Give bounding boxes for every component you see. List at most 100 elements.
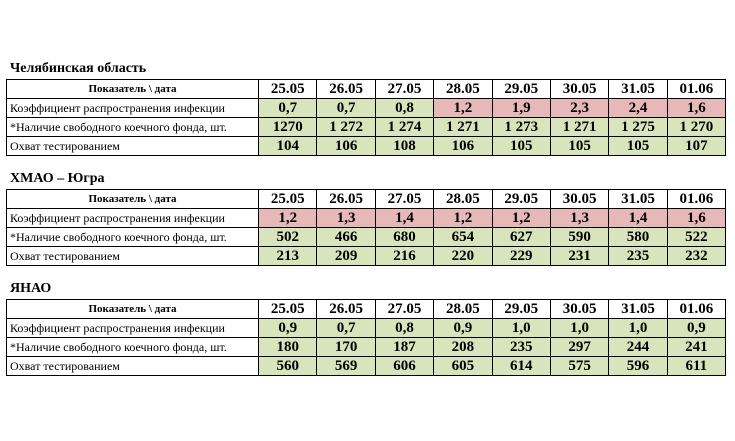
value-cell: 1 271	[549, 117, 610, 137]
value-cell: 0,8	[374, 98, 435, 118]
value-cell: 1 271	[433, 117, 493, 137]
date-cell: 26.05	[316, 299, 376, 319]
header-label-cell: Показатель \ дата	[6, 79, 259, 99]
row-label-free-beds: *Наличие свободного коечного фонда, шт.	[6, 117, 259, 137]
table-header-row: Показатель \ дата 25.05 26.05 27.05 28.0…	[6, 189, 727, 209]
date-cell: 25.05	[257, 79, 318, 99]
date-cell: 29.05	[491, 299, 551, 319]
table-header-row: Показатель \ дата 25.05 26.05 27.05 28.0…	[6, 79, 727, 99]
value-cell: 105	[549, 136, 610, 156]
date-cell: 01.06	[666, 189, 727, 209]
table-row: *Наличие свободного коечного фонда, шт. …	[6, 337, 727, 357]
value-cell: 231	[549, 246, 610, 266]
value-cell: 297	[549, 337, 610, 357]
value-cell: 627	[491, 227, 551, 247]
value-cell: 229	[491, 246, 551, 266]
date-cell: 30.05	[549, 189, 610, 209]
region-title: ЯНАО	[10, 281, 52, 296]
row-label-infection-rate: Коэффициент распространения инфекции	[6, 98, 259, 118]
value-cell: 580	[608, 227, 668, 247]
row-label-infection-rate: Коэффициент распространения инфекции	[6, 208, 259, 228]
value-cell: 1 275	[608, 117, 668, 137]
table-header-row: Показатель \ дата 25.05 26.05 27.05 28.0…	[6, 299, 727, 319]
value-cell: 1,3	[549, 208, 610, 228]
value-cell: 220	[433, 246, 493, 266]
date-cell: 27.05	[374, 79, 435, 99]
value-cell: 106	[433, 136, 493, 156]
value-cell: 560	[257, 356, 318, 376]
date-cell: 29.05	[491, 189, 551, 209]
value-cell: 569	[316, 356, 376, 376]
value-cell: 208	[433, 337, 493, 357]
value-cell: 654	[433, 227, 493, 247]
value-cell: 0,8	[374, 318, 435, 338]
date-cell: 27.05	[374, 299, 435, 319]
value-cell: 0,9	[666, 318, 727, 338]
value-cell: 1,0	[549, 318, 610, 338]
value-cell: 1 274	[374, 117, 435, 137]
value-cell: 180	[257, 337, 318, 357]
row-label-testing-coverage: Охват тестированием	[6, 356, 259, 376]
row-label-testing-coverage: Охват тестированием	[6, 246, 259, 266]
value-cell: 1270	[257, 117, 318, 137]
table-row: Коэффициент распространения инфекции 1,2…	[6, 208, 727, 228]
row-label-free-beds: *Наличие свободного коечного фонда, шт.	[6, 227, 259, 247]
date-cell: 25.05	[257, 189, 318, 209]
row-label-testing-coverage: Охват тестированием	[6, 136, 259, 156]
value-cell: 2,4	[608, 98, 668, 118]
value-cell: 235	[491, 337, 551, 357]
value-cell: 232	[666, 246, 727, 266]
header-label-cell: Показатель \ дата	[6, 299, 259, 319]
date-cell: 26.05	[316, 79, 376, 99]
value-cell: 187	[374, 337, 435, 357]
date-cell: 27.05	[374, 189, 435, 209]
value-cell: 1,2	[433, 98, 493, 118]
region-chelyabinsk: Челябинская область Показатель \ дата 25…	[6, 61, 727, 156]
value-cell: 0,7	[257, 98, 318, 118]
value-cell: 1,4	[374, 208, 435, 228]
table-row: *Наличие свободного коечного фонда, шт. …	[6, 117, 727, 137]
region-khmao-yugra: ХМАО – Югра Показатель \ дата 25.05 26.0…	[6, 171, 727, 266]
row-label-infection-rate: Коэффициент распространения инфекции	[6, 318, 259, 338]
value-cell: 1,6	[666, 98, 727, 118]
value-cell: 170	[316, 337, 376, 357]
value-cell: 216	[374, 246, 435, 266]
header-label-cell: Показатель \ дата	[6, 189, 259, 209]
date-cell: 28.05	[433, 189, 493, 209]
region-yanao: ЯНАО Показатель \ дата 25.05 26.05 27.05…	[6, 281, 727, 376]
value-cell: 1 270	[666, 117, 727, 137]
value-cell: 105	[491, 136, 551, 156]
value-cell: 0,7	[316, 318, 376, 338]
table-row: Охват тестированием 213 209 216 220 229 …	[6, 246, 727, 266]
value-cell: 1,2	[433, 208, 493, 228]
row-label-free-beds: *Наличие свободного коечного фонда, шт.	[6, 337, 259, 357]
value-cell: 606	[374, 356, 435, 376]
region-title: Челябинская область	[10, 61, 147, 76]
value-cell: 105	[608, 136, 668, 156]
value-cell: 244	[608, 337, 668, 357]
value-cell: 241	[666, 337, 727, 357]
table-row: Коэффициент распространения инфекции 0,7…	[6, 98, 727, 118]
value-cell: 1,2	[491, 208, 551, 228]
value-cell: 106	[316, 136, 376, 156]
value-cell: 1,0	[608, 318, 668, 338]
value-cell: 2,3	[549, 98, 610, 118]
table-row: Коэффициент распространения инфекции 0,9…	[6, 318, 727, 338]
value-cell: 213	[257, 246, 318, 266]
table-row: Охват тестированием 560 569 606 605 614 …	[6, 356, 727, 376]
indicator-table: Показатель \ дата 25.05 26.05 27.05 28.0…	[6, 299, 727, 376]
value-cell: 502	[257, 227, 318, 247]
date-cell: 25.05	[257, 299, 318, 319]
value-cell: 209	[316, 246, 376, 266]
value-cell: 466	[316, 227, 376, 247]
value-cell: 680	[374, 227, 435, 247]
table-row: Охват тестированием 104 106 108 106 105 …	[6, 136, 727, 156]
value-cell: 1,2	[257, 208, 318, 228]
value-cell: 522	[666, 227, 727, 247]
value-cell: 1,0	[491, 318, 551, 338]
value-cell: 1,4	[608, 208, 668, 228]
value-cell: 108	[374, 136, 435, 156]
value-cell: 0,9	[257, 318, 318, 338]
date-cell: 01.06	[666, 79, 727, 99]
value-cell: 596	[608, 356, 668, 376]
